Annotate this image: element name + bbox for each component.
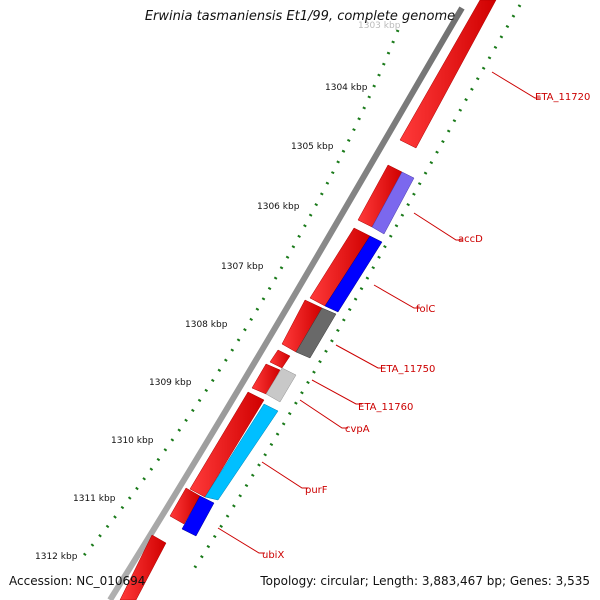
gene-feature[interactable] (119, 534, 167, 600)
tick-label: 1306 kbp (257, 202, 300, 212)
gene-label[interactable]: ETA_11760 (358, 402, 413, 413)
gene-cvpA-purF[interactable] (204, 403, 279, 501)
gene-leader-line (299, 399, 348, 429)
gene-feature[interactable] (169, 487, 201, 525)
tick-labels: 1303 kbp 1304 kbp 1305 kbp 1306 kbp 1307 kbp… (35, 21, 401, 562)
forward-strand-genes (119, 0, 497, 600)
genome-backbone (107, 6, 465, 600)
gene-leader-line (217, 527, 265, 554)
gene-feature[interactable] (269, 349, 291, 369)
gene-label[interactable]: accD (458, 234, 483, 245)
tick-label: 1312 kbp (35, 552, 78, 562)
gene-accD[interactable] (371, 171, 415, 235)
reverse-strand-genes (181, 171, 415, 537)
accession-label: Accession: NC_010694 (9, 574, 146, 588)
tick-label: 1310 kbp (111, 436, 154, 446)
gene-ETA_11750[interactable] (295, 307, 337, 359)
gene-label[interactable]: cvpA (345, 424, 370, 435)
gene-leader-line (413, 212, 462, 241)
tick-label: 1309 kbp (149, 378, 192, 388)
genome-title: Erwinia tasmaniensis Et1/99, complete ge… (144, 9, 456, 24)
tick-label: 1305 kbp (291, 142, 334, 152)
gene-label[interactable]: ETA_11750 (380, 364, 435, 375)
gene-leader-line (311, 379, 362, 405)
tick-label: 1311 kbp (73, 494, 116, 504)
genome-summary: Topology: circular; Length: 3,883,467 bp… (260, 574, 590, 588)
tick-label: 1303 kbp (358, 21, 401, 31)
gene-label[interactable]: purF (305, 485, 328, 496)
gene-label[interactable]: ubiX (262, 550, 284, 561)
gene-leader-line (373, 284, 420, 309)
gene-leader-line (335, 344, 384, 369)
tick-label: 1308 kbp (185, 320, 228, 330)
gene-leader-line (261, 461, 308, 489)
gene-ETA_11760[interactable] (265, 367, 297, 403)
gene-leader-line (491, 71, 541, 99)
gene-labels: ETA_11720 accD folC ETA_11750 ETA_11760 cvpA p… (217, 71, 590, 561)
outer-tick-ring (78, 29, 400, 561)
gene-ubiX[interactable] (181, 495, 215, 537)
gene-folC[interactable] (324, 235, 383, 313)
gene-label[interactable]: folC (416, 304, 435, 315)
tick-label: 1307 kbp (221, 262, 264, 272)
gene-feature[interactable] (399, 0, 497, 149)
tick-label: 1304 kbp (325, 83, 368, 93)
gene-label[interactable]: ETA_11720 (535, 92, 590, 103)
